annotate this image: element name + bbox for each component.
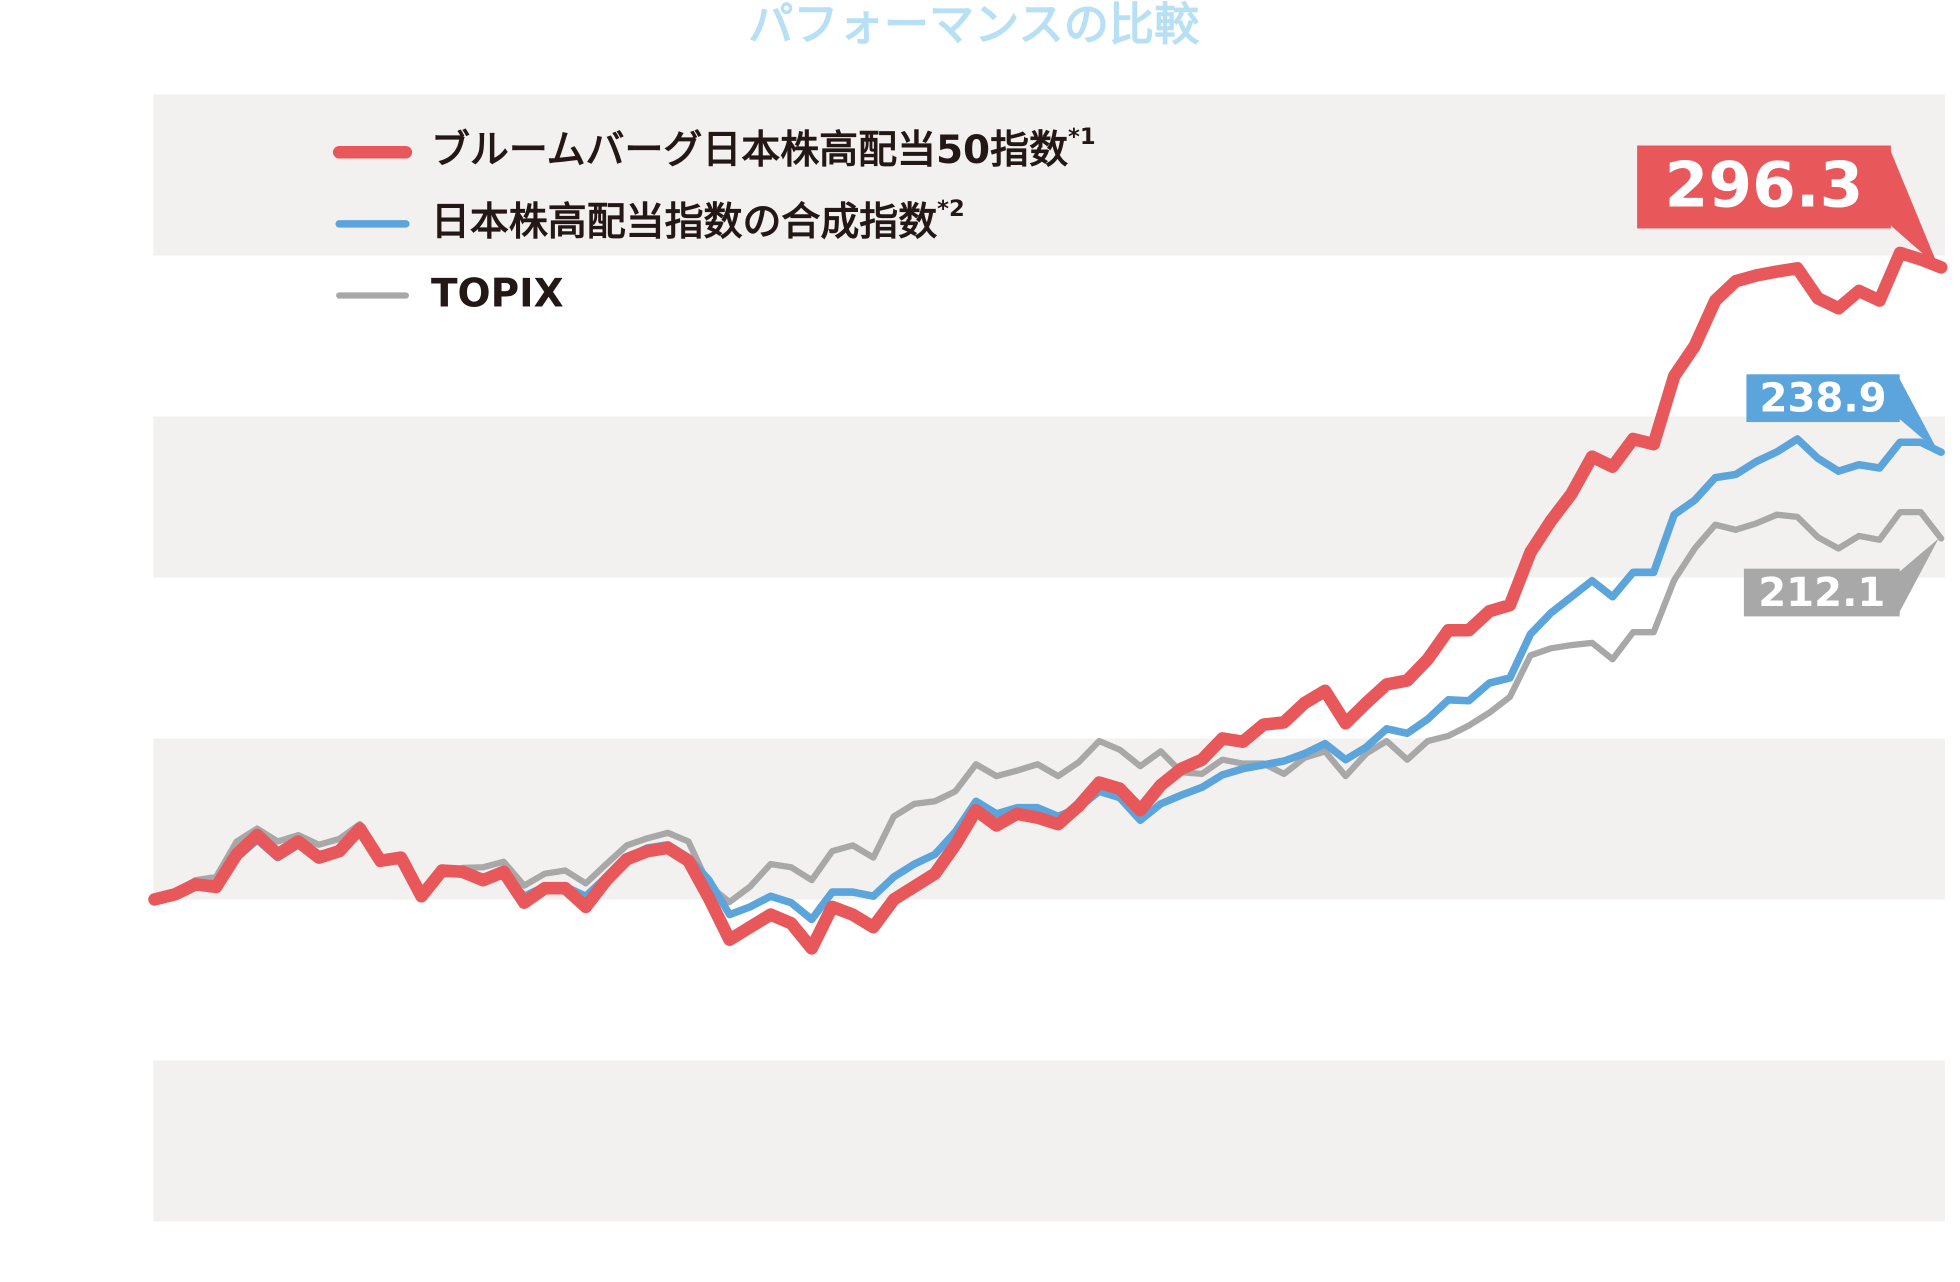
- legend-name: ブルームバーグ日本株高配当50指数: [431, 128, 1068, 173]
- legend-footnote: *2: [937, 195, 965, 221]
- end-label: 212.1: [1743, 538, 1939, 617]
- end-label-pointer: [1897, 538, 1939, 617]
- end-label-text: 296.3: [1665, 149, 1864, 222]
- end-label: 296.3: [1637, 145, 1939, 268]
- legend-label: ブルームバーグ日本株高配当50指数*1: [431, 124, 1096, 173]
- legend-footnote: *1: [1068, 124, 1096, 150]
- grid-band: [153, 1060, 1945, 1222]
- end-label-text: 212.1: [1758, 570, 1885, 616]
- legend-name: TOPIX: [431, 271, 564, 316]
- chart-title: パフォーマンスの比較: [748, 0, 1200, 51]
- end-label-text: 238.9: [1759, 376, 1886, 422]
- legend-name: 日本株高配当指数の合成指数: [431, 199, 937, 244]
- end-label-box: [1743, 568, 1900, 617]
- grid-band: [153, 416, 1945, 578]
- end-label-box: [1637, 145, 1891, 229]
- end-label: 238.9: [1746, 374, 1939, 453]
- legend-label: 日本株高配当指数の合成指数*2: [431, 195, 965, 244]
- end-label-box: [1746, 374, 1900, 423]
- end-label-pointer: [1897, 374, 1939, 453]
- legend-label: TOPIX: [431, 271, 564, 316]
- series-line: [148, 246, 1948, 955]
- end-label-pointer: [1888, 145, 1939, 268]
